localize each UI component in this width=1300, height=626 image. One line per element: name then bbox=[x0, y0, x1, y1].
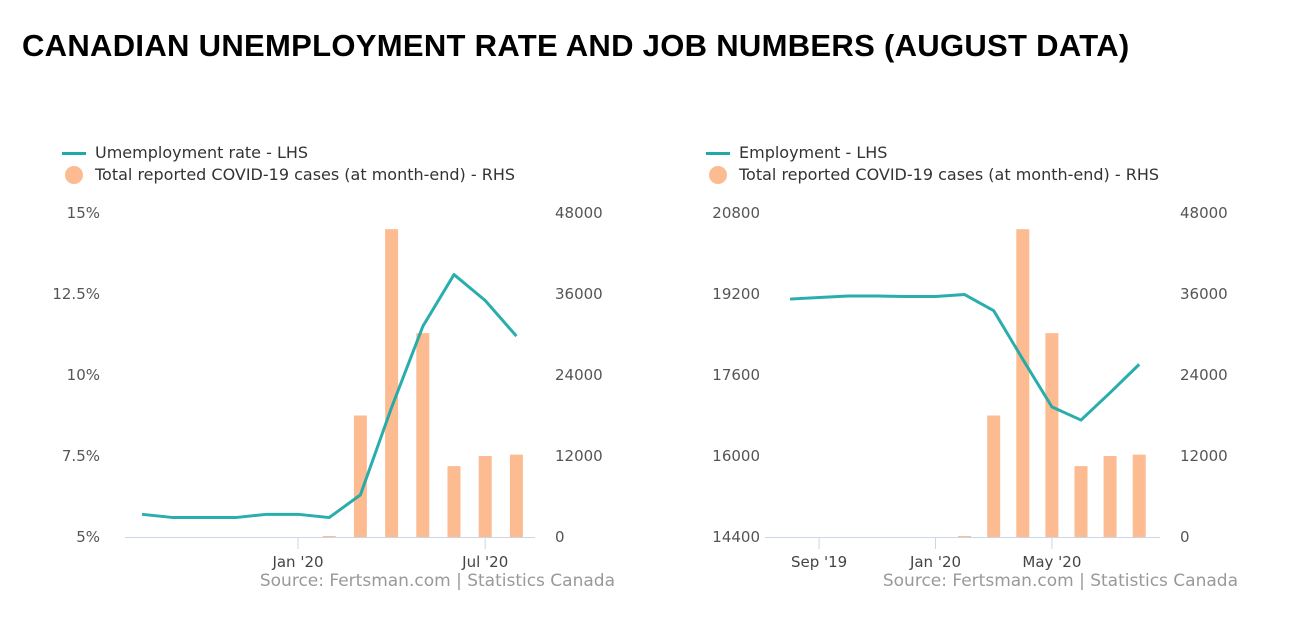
x-axis-tick-label: Sep '19 bbox=[791, 553, 847, 571]
legend-unemployment-chart: Umemployment rate - LHS Total reported C… bbox=[62, 142, 515, 186]
line-swatch-icon bbox=[706, 151, 730, 155]
circle-swatch-icon bbox=[709, 166, 727, 184]
right-axis-tick-label: 0 bbox=[555, 528, 565, 546]
covid-cases-bar bbox=[987, 415, 1001, 537]
employment-line bbox=[789, 293, 1141, 422]
left-axis-tick-label: 10% bbox=[67, 366, 100, 384]
covid-cases-bar bbox=[447, 466, 461, 537]
left-axis-tick-label: 14400 bbox=[712, 528, 760, 546]
x-axis-tick-label: Jul '20 bbox=[461, 553, 508, 571]
left-axis-tick-label: 19200 bbox=[712, 285, 760, 303]
right-axis-tick-label: 24000 bbox=[1180, 366, 1228, 384]
line-swatch-icon bbox=[62, 151, 86, 155]
left-axis-tick-label: 12.5% bbox=[52, 285, 100, 303]
covid-cases-bar bbox=[1132, 454, 1146, 537]
covid-cases-bar bbox=[385, 229, 399, 537]
x-axis-tick-label: May '20 bbox=[1022, 553, 1081, 571]
legend-item-line[interactable]: Employment - LHS bbox=[706, 142, 1159, 164]
page-title: CANADIAN UNEMPLOYMENT RATE AND JOB NUMBE… bbox=[22, 28, 1130, 63]
covid-cases-bar bbox=[1074, 466, 1088, 537]
legend-item-bar[interactable]: Total reported COVID-19 cases (at month-… bbox=[706, 164, 1159, 186]
x-axis-tick-label: Jan '20 bbox=[909, 553, 961, 571]
legend-label: Umemployment rate - LHS bbox=[95, 143, 309, 162]
left-axis-tick-label: 17600 bbox=[712, 366, 760, 384]
right-axis-tick-label: 0 bbox=[1180, 528, 1190, 546]
covid-cases-bar bbox=[322, 536, 336, 537]
circle-swatch-icon bbox=[65, 166, 83, 184]
source-credit: Source: Fertsman.com | Statistics Canada bbox=[883, 571, 1238, 591]
covid-cases-bar bbox=[353, 415, 367, 537]
right-axis-tick-label: 12000 bbox=[555, 447, 603, 465]
x-axis-tick-label: Jan '20 bbox=[271, 553, 323, 571]
legend-label: Total reported COVID-19 cases (at month-… bbox=[739, 165, 1160, 184]
right-axis-tick-label: 48000 bbox=[555, 204, 603, 222]
left-axis-tick-label: 16000 bbox=[712, 447, 760, 465]
left-axis-tick-label: 5% bbox=[76, 528, 100, 546]
covid-cases-bar bbox=[416, 333, 430, 537]
left-axis-tick-label: 15% bbox=[67, 204, 100, 222]
legend-item-bar[interactable]: Total reported COVID-19 cases (at month-… bbox=[62, 164, 515, 186]
covid-cases-bar bbox=[958, 536, 972, 537]
employment-chart: 14400 16000 17600 19200 20800 0 12000 24000 3600… bbox=[712, 204, 1238, 591]
right-axis-tick-label: 36000 bbox=[555, 285, 603, 303]
left-axis-tick-label: 20800 bbox=[712, 204, 760, 222]
right-axis-tick-label: 24000 bbox=[555, 366, 603, 384]
right-axis-tick-label: 36000 bbox=[1180, 285, 1228, 303]
covid-cases-bar bbox=[1016, 229, 1030, 537]
covid-cases-bar bbox=[478, 456, 492, 537]
legend-item-line[interactable]: Umemployment rate - LHS bbox=[62, 142, 515, 164]
covid-cases-bar bbox=[1045, 333, 1059, 537]
legend-employment-chart: Employment - LHS Total reported COVID-19… bbox=[706, 142, 1159, 186]
left-axis-tick-label: 7.5% bbox=[62, 447, 100, 465]
unemployment-chart: 5% 7.5% 10% 12.5% 15% 0 12000 24000 36000 48000 Ja… bbox=[52, 204, 615, 591]
right-axis-tick-label: 12000 bbox=[1180, 447, 1228, 465]
right-axis-tick-label: 48000 bbox=[1180, 204, 1228, 222]
covid-cases-bar bbox=[509, 454, 523, 537]
covid-cases-bar bbox=[1103, 456, 1117, 537]
legend-label: Employment - LHS bbox=[739, 143, 888, 162]
legend-label: Total reported COVID-19 cases (at month-… bbox=[95, 165, 516, 184]
source-credit: Source: Fertsman.com | Statistics Canada bbox=[260, 571, 615, 591]
